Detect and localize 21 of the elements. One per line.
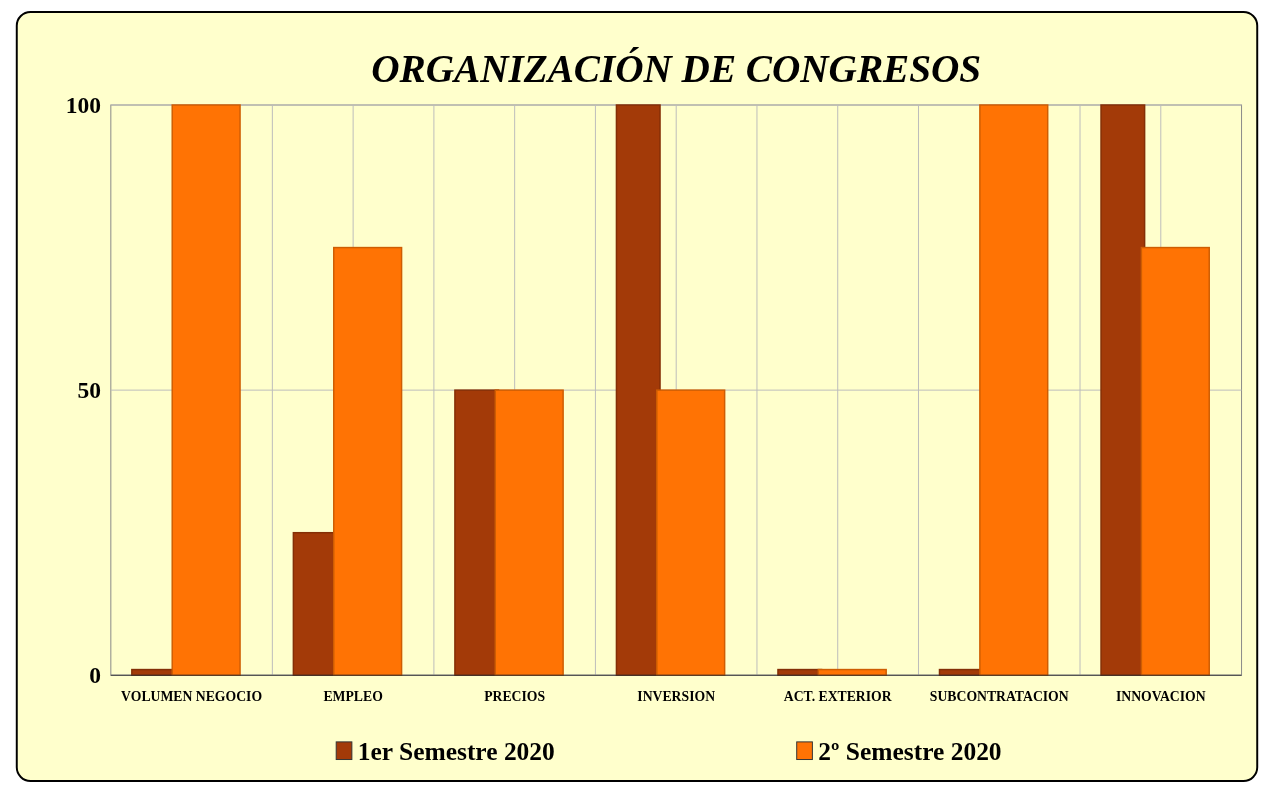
bar: [1140, 246, 1210, 676]
x-tick-label: SUBCONTRATACION: [929, 688, 1069, 704]
bar: [979, 104, 1049, 676]
bar: [615, 104, 661, 676]
x-tick-label: PRECIOS: [484, 688, 546, 704]
bar: [1100, 104, 1146, 676]
legend-label: 2º Semestre 2020: [818, 736, 1002, 766]
x-tick-label: INNOVACION: [1115, 688, 1206, 704]
y-tick-label: 50: [77, 377, 102, 404]
bar: [333, 246, 403, 676]
chart-title: ORGANIZACIÓN DE CONGRESOS: [371, 47, 982, 91]
x-tick-label: EMPLEO: [323, 688, 383, 704]
y-tick-label: 100: [65, 92, 102, 119]
x-tick-label: ACT. EXTERIOR: [783, 688, 893, 704]
bar: [656, 389, 726, 676]
legend-label: 1er Semestre 2020: [357, 736, 555, 766]
bar: [171, 104, 241, 676]
bar: [494, 389, 564, 676]
x-tick-label: INVERSION: [637, 688, 716, 704]
y-tick-label: 0: [89, 662, 102, 689]
x-tick-label: VOLUMEN NEGOCIO: [121, 688, 263, 704]
